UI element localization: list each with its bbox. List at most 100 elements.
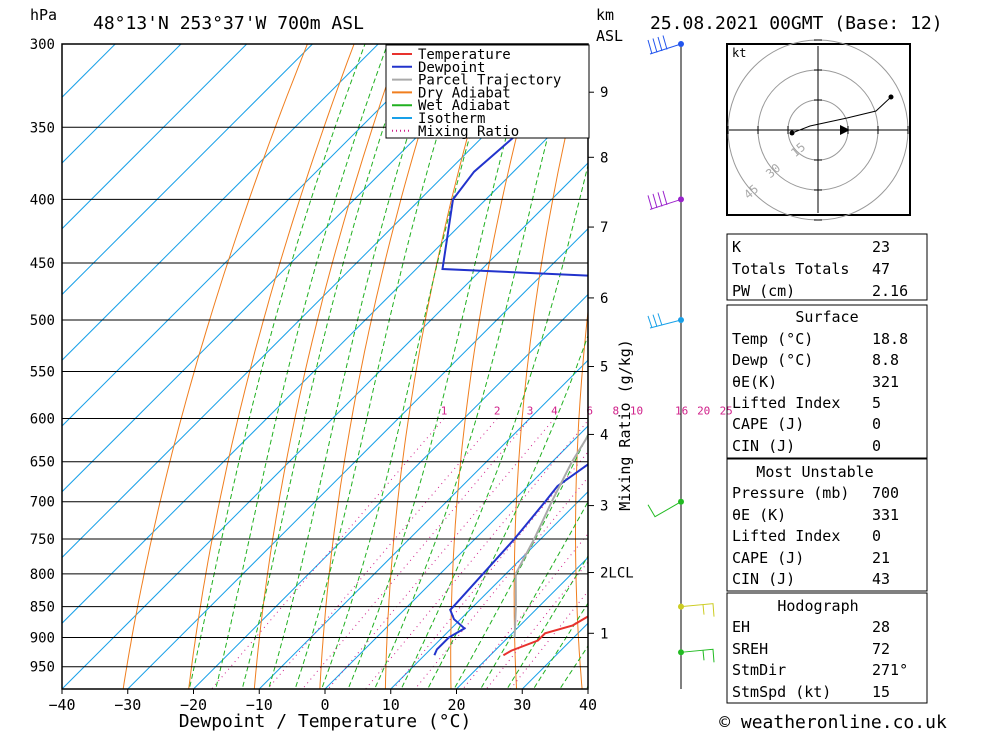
dry-adiabat-line [907, 44, 976, 689]
wind-profile [647, 35, 715, 689]
x-tick-label: 30 [513, 696, 531, 714]
mixing-ratio-label: 3 [527, 404, 534, 417]
dry-adiabat-line [450, 44, 541, 689]
totals-totals-label: Totals Totals [732, 260, 849, 278]
legend-label-temperature: Temperature [418, 47, 511, 63]
mu-pressure-label: Pressure (mb) [732, 484, 849, 502]
isotherm-line [62, 44, 511, 493]
mu-cape-value: 21 [872, 549, 890, 567]
wind-barb [647, 35, 682, 55]
dry-adiabat-line [253, 44, 402, 689]
surface-dewp-value: 8.8 [872, 351, 899, 369]
mixing-ratio-label: 20 [697, 404, 710, 417]
wind-barb-flag [702, 604, 705, 615]
pressure-tick-label: 700 [30, 495, 55, 511]
mu-lifted-index-value: 0 [872, 527, 881, 545]
wind-barb-shaft [680, 648, 715, 663]
dry-adiabat-line [693, 44, 727, 689]
wind-barb-flag [657, 36, 663, 52]
surface-theta-e-label: θE(K) [732, 373, 777, 391]
axes: 3003504004505005506006507007508008509009… [30, 37, 634, 714]
isotherm-line [62, 44, 116, 98]
pressure-tick-label: 850 [30, 600, 55, 616]
wet-adiabat-line [347, 44, 533, 689]
totals-totals-value: 47 [872, 260, 890, 278]
isotherm-line [324, 425, 588, 689]
x-tick-label: 20 [447, 696, 465, 714]
wind-barb-shaft [649, 319, 682, 329]
wind-barb [647, 501, 682, 518]
wet-adiabat-line [188, 44, 366, 689]
hodograph-ticks [727, 39, 909, 221]
surface-lifted-index-value: 5 [872, 394, 881, 412]
isotherm-line [62, 44, 576, 559]
wind-barb-flag [647, 39, 653, 55]
isotherm-line [62, 44, 379, 361]
pressure-tick-label: 600 [30, 411, 55, 427]
wind-barb [647, 313, 682, 329]
most-unstable-box [726, 458, 928, 592]
isotherm-line [456, 556, 588, 689]
wind-barb-flag [657, 192, 663, 207]
pressure-tick-label: 650 [30, 455, 55, 471]
surface-theta-e-value: 321 [872, 373, 899, 391]
wet-adiabat-line [215, 44, 389, 689]
mixing-ratio-line [486, 561, 588, 689]
pressure-tick-label: 350 [30, 120, 55, 136]
dry-adiabat-line [635, 44, 680, 689]
mu-theta-e-value: 331 [872, 506, 899, 524]
k-index-value: 23 [872, 238, 890, 256]
wind-barb-flag [652, 314, 658, 327]
hodograph-start-point [789, 130, 795, 136]
surface-title: Surface [795, 308, 858, 326]
pressure-tick-label: 450 [30, 256, 55, 272]
wind-barb-shaft [649, 43, 682, 55]
mixing-ratio-line [365, 419, 588, 689]
height-tick-label: 8 [600, 150, 608, 166]
pw-value: 2.16 [872, 282, 908, 300]
height-tick-label: 9 [600, 85, 608, 101]
pw-label: PW (cm) [732, 282, 795, 300]
height-tick-label: 2LCL [600, 566, 634, 582]
hodograph-end-point [888, 94, 894, 100]
wind-barb-shaft [649, 198, 682, 210]
temperature-line [502, 615, 588, 657]
pressure-tick-label: 750 [30, 532, 55, 548]
mixing-ratio-label: 25 [720, 404, 733, 417]
x-tick-label: −40 [48, 696, 75, 714]
isotherm-line [62, 44, 182, 164]
k-index-label: K [732, 238, 741, 256]
dry-adiabat-line [319, 44, 448, 689]
pressure-tick-label: 900 [30, 631, 55, 647]
legend-label-isotherm: Isotherm [418, 111, 485, 127]
mixing-ratio-lines [211, 418, 588, 689]
most-unstable-title: Most Unstable [756, 463, 873, 481]
wet-adiabat-line [400, 163, 588, 689]
mu-cape-label: CAPE (J) [732, 549, 804, 567]
mixing-ratio-line [327, 418, 555, 689]
isotherm-line [62, 44, 313, 296]
mu-cin-value: 43 [872, 570, 890, 588]
wind-barb-flag [652, 38, 658, 53]
mixing-ratio-line [462, 532, 588, 689]
mu-lifted-index-label: Lifted Index [732, 527, 840, 545]
mixing-ratio-label: 16 [675, 404, 688, 417]
pressure-tick-label: 950 [30, 660, 55, 676]
mixing-ratio-label: 8 [612, 404, 619, 417]
legend-label-wet-adiabat: Wet Adiabat [418, 98, 511, 114]
stmspd-label: StmSpd (kt) [732, 683, 831, 701]
pressure-unit-label: hPa [30, 6, 57, 24]
mixing-ratio-axis-title: Mixing Ratio (g/kg) [616, 339, 634, 511]
isotherm-line [62, 44, 248, 230]
wind-barb-shaft [647, 501, 682, 518]
x-tick-label: 40 [579, 696, 597, 714]
pressure-tick-label: 400 [30, 192, 55, 208]
hodograph-unit: kt [732, 46, 746, 60]
isotherm-line [62, 162, 588, 689]
legend-box [385, 44, 590, 139]
height-tick-label: 4 [600, 427, 608, 443]
mu-theta-e-label: θE (K) [732, 506, 786, 524]
wind-barb-flag [702, 650, 705, 661]
